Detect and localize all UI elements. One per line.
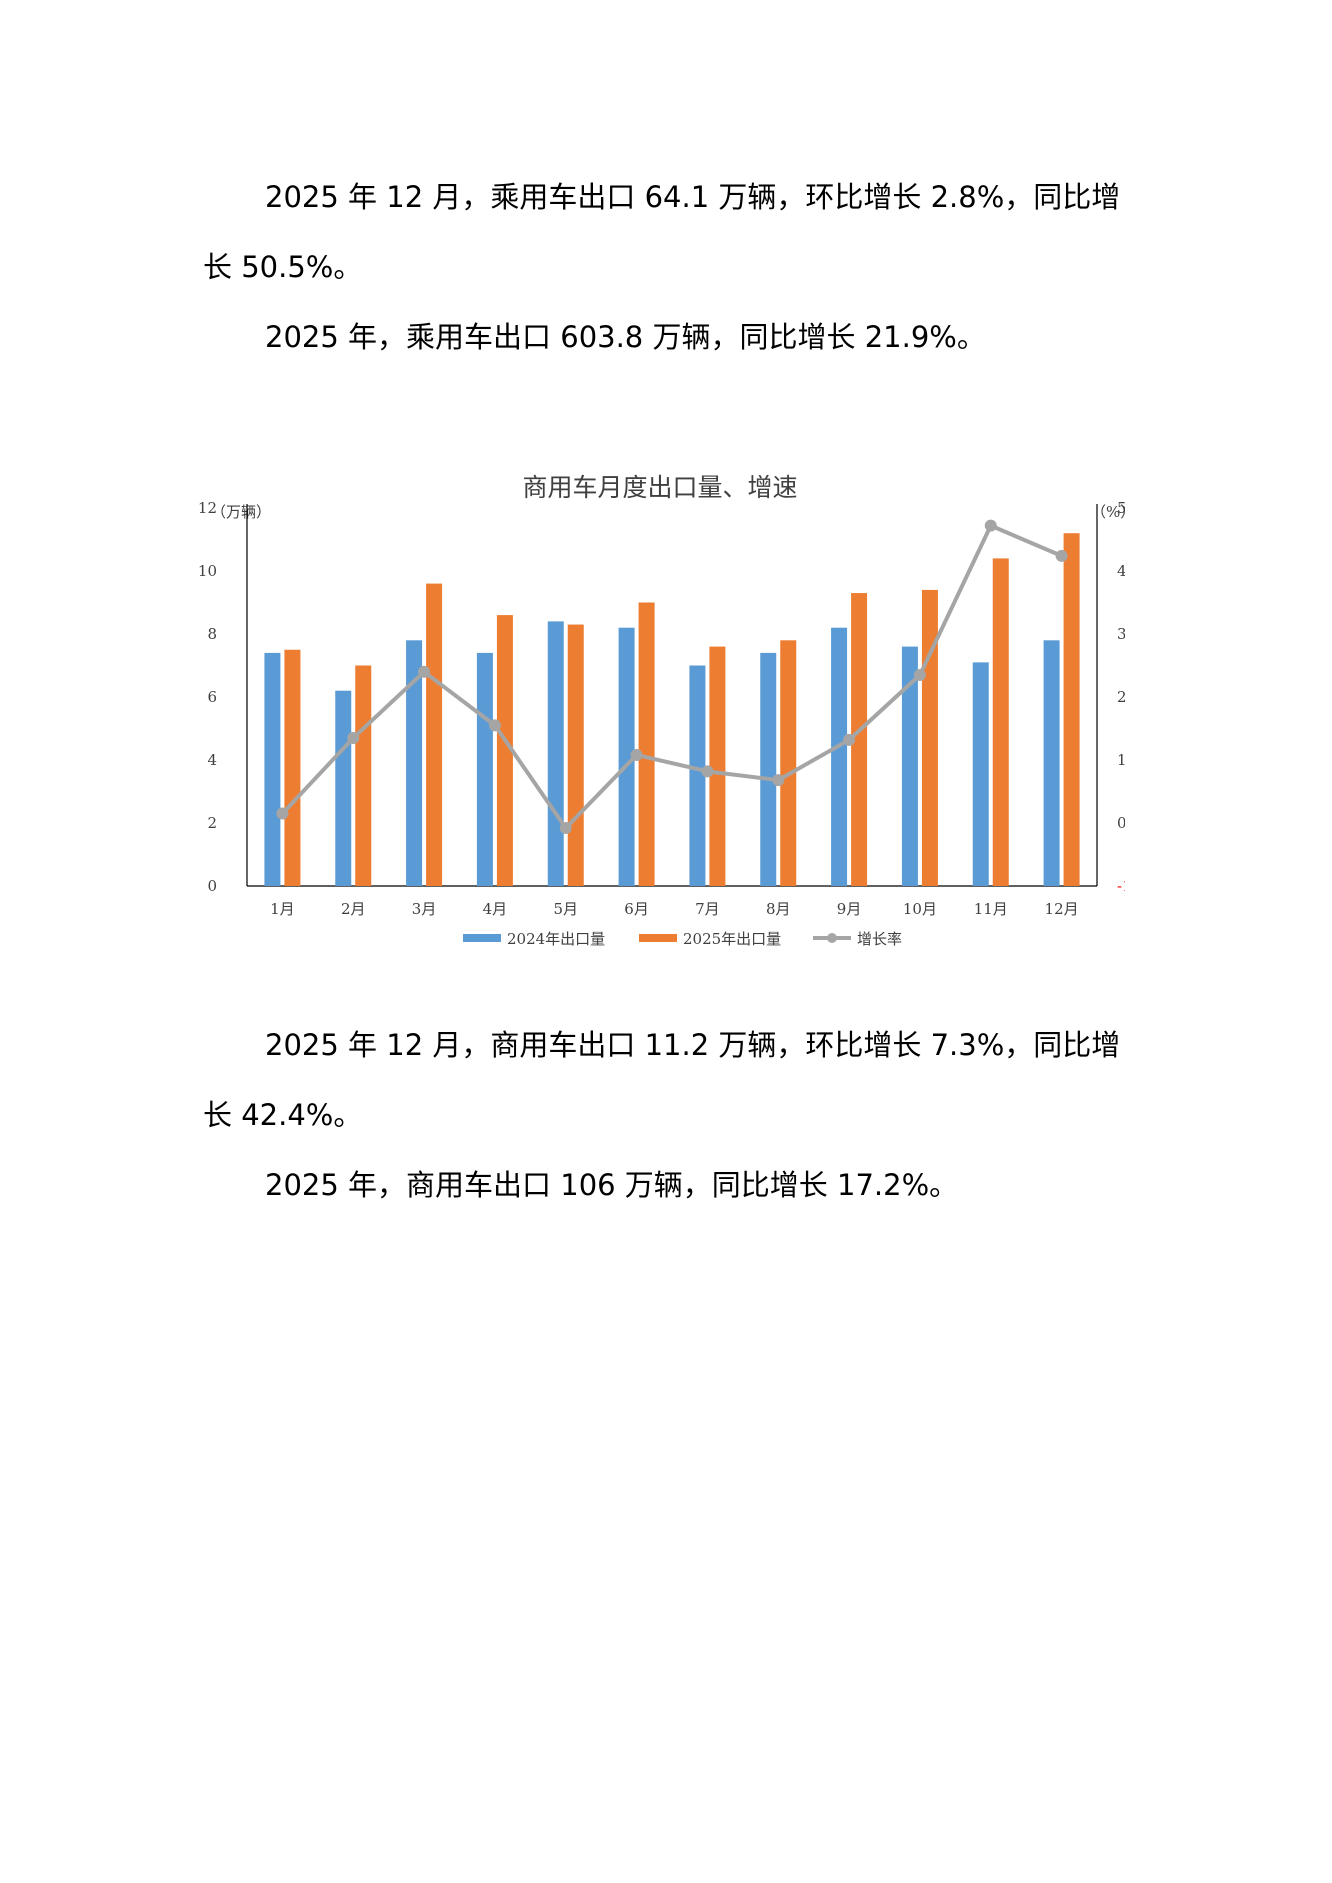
growth-rate-point — [347, 731, 360, 744]
paragraph-car-export-december: 2025 年 12 月，乘用车出口 64.1 万辆，环比增长 2.8%，同比增长… — [203, 162, 1143, 302]
bar-2024 — [689, 665, 706, 886]
growth-rate-line — [280, 523, 1063, 831]
bar-2024 — [1043, 640, 1060, 886]
y-right-tick-label: 30 — [1117, 625, 1125, 643]
legend-label-2025: 2025年出口量 — [683, 930, 781, 948]
paragraph-commercial-export-annual: 2025 年，商用车出口 106 万辆，同比增长 17.2%。 — [203, 1150, 1143, 1220]
growth-rate-point — [772, 774, 785, 787]
legend-label-2024: 2024年出口量 — [507, 930, 605, 948]
legend-swatch-2024 — [463, 934, 501, 942]
bar-2024 — [831, 627, 848, 886]
bar-2025 — [1063, 533, 1080, 886]
growth-rate-point — [418, 665, 431, 678]
legend-label-growth: 增长率 — [857, 930, 902, 948]
bar-2025 — [567, 624, 584, 886]
x-tick-label: 5月 — [553, 900, 578, 918]
growth-rate-point — [276, 807, 289, 820]
y-left-tick-label: 10 — [198, 562, 217, 580]
bar-2025 — [921, 589, 938, 886]
y-left-unit-label: （万辆） — [211, 503, 271, 521]
bar-2024 — [547, 621, 564, 886]
commercial-vehicle-export-chart: 商用车月度出口量、增速 （万辆） （%） 0 2 4 6 8 10 12 -10 0 10 20 30 40 5… — [195, 440, 1125, 970]
bar-2024 — [335, 690, 352, 886]
y-left-tick-label: 0 — [207, 877, 217, 895]
chart-title: 商用车月度出口量、增速 — [522, 473, 797, 502]
x-tick-label: 1月 — [270, 900, 295, 918]
y-right-tick-label: 40 — [1117, 562, 1125, 580]
bar-2025 — [709, 646, 726, 886]
growth-rate-point — [488, 719, 501, 732]
bar-2024 — [901, 646, 918, 886]
x-tick-label: 2月 — [341, 900, 366, 918]
bar-2025 — [851, 593, 868, 886]
growth-rate-point — [913, 668, 926, 681]
growth-rate-point — [984, 519, 997, 532]
y-right-tick-label: 50 — [1117, 499, 1125, 517]
growth-rate-point — [701, 765, 714, 778]
bar-2025 — [284, 649, 301, 886]
x-tick-label: 4月 — [483, 900, 508, 918]
bar-2025 — [355, 665, 372, 886]
chart-svg: 商用车月度出口量、增速 （万辆） （%） 0 2 4 6 8 10 12 -10 0 10 20 30 40 5… — [198, 473, 1125, 948]
y-right-tick-label: 10 — [1117, 751, 1125, 769]
paragraph-text: 2025 年，乘用车出口 603.8 万辆，同比增长 21.9%。 — [265, 320, 986, 354]
x-tick-label: 10月 — [903, 900, 937, 918]
paragraph-text: 2025 年，商用车出口 106 万辆，同比增长 17.2%。 — [265, 1168, 959, 1202]
legend-marker-growth — [827, 933, 837, 943]
x-tick-label: 9月 — [837, 900, 862, 918]
bar-2024 — [476, 652, 493, 886]
y-left-tick-label: 4 — [207, 751, 217, 769]
x-tick-label: 6月 — [624, 900, 649, 918]
bar-2025 — [992, 558, 1009, 886]
paragraph-car-export-annual: 2025 年，乘用车出口 603.8 万辆，同比增长 21.9%。 — [203, 302, 1143, 372]
x-tick-label: 7月 — [695, 900, 720, 918]
x-tick-label: 8月 — [766, 900, 791, 918]
y-right-tick-label: 0 — [1117, 814, 1125, 832]
y-left-tick-label: 2 — [207, 814, 217, 832]
legend-swatch-2025 — [639, 934, 677, 942]
bar-2024 — [406, 640, 423, 886]
bar-2024 — [264, 652, 281, 886]
bar-2024 — [972, 662, 989, 886]
y-left-tick-label: 12 — [198, 499, 217, 517]
x-tick-label: 11月 — [974, 900, 1008, 918]
bar-2024 — [760, 652, 777, 886]
bar-2025 — [426, 583, 443, 886]
bar-2025 — [496, 615, 513, 886]
bar-2024 — [618, 627, 635, 886]
bar-2025 — [638, 602, 655, 886]
paragraph-text: 2025 年 12 月，商用车出口 11.2 万辆，环比增长 7.3%，同比增长… — [203, 1028, 1121, 1132]
x-tick-label: 3月 — [412, 900, 437, 918]
growth-rate-point — [1055, 549, 1068, 562]
growth-rate-point — [559, 822, 572, 835]
paragraph-text: 2025 年 12 月，乘用车出口 64.1 万辆，环比增长 2.8%，同比增长… — [203, 180, 1121, 284]
x-tick-label: 12月 — [1045, 900, 1079, 918]
y-right-tick-label: 20 — [1117, 688, 1125, 706]
y-left-tick-label: 8 — [207, 625, 217, 643]
growth-rate-point — [843, 733, 856, 746]
paragraph-commercial-export-december: 2025 年 12 月，商用车出口 11.2 万辆，环比增长 7.3%，同比增长… — [203, 1010, 1143, 1150]
growth-rate-point — [630, 748, 643, 761]
y-right-unit-label: （%） — [1091, 503, 1125, 521]
bar-2025 — [780, 640, 797, 886]
y-left-tick-label: 6 — [207, 688, 217, 706]
y-right-tick-label: -10 — [1117, 877, 1125, 895]
